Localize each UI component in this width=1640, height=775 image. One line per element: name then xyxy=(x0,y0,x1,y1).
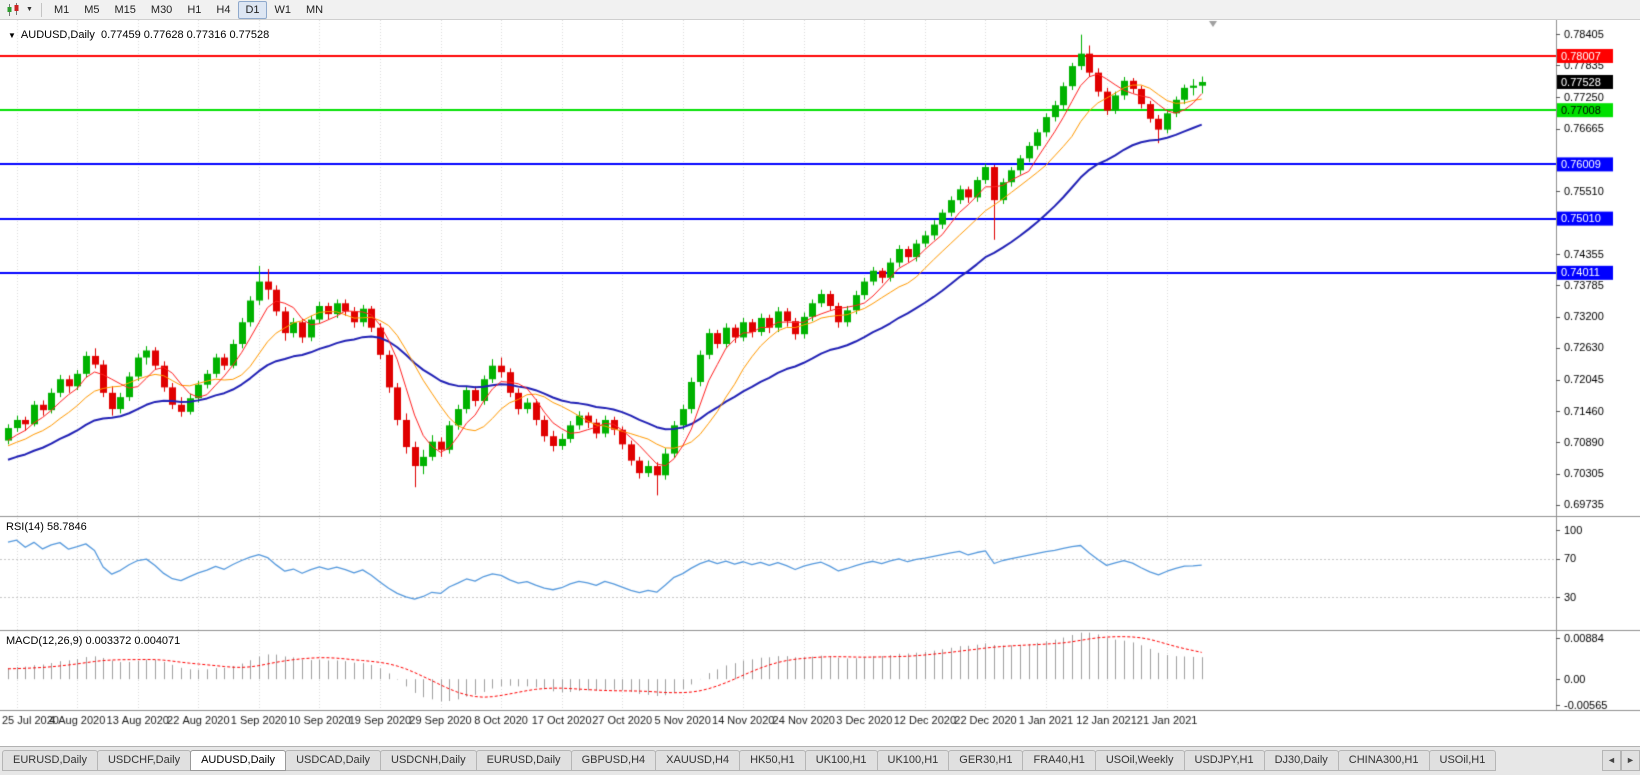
price-chart-canvas[interactable] xyxy=(0,20,1640,746)
chart-tab-uk100-h1[interactable]: UK100,H1 xyxy=(804,750,878,771)
candlestick-icon xyxy=(7,2,19,16)
timeframe-button-w1[interactable]: W1 xyxy=(274,3,292,16)
chart-title: ▼ AUDUSD,Daily 0.77459 0.77628 0.77316 0… xyxy=(8,29,269,41)
timeframe-button-m15[interactable]: M15 xyxy=(114,3,136,16)
chart-tab-usoil-weekly[interactable]: USOil,Weekly xyxy=(1094,750,1185,771)
chart-tab-dj30-daily[interactable]: DJ30,Daily xyxy=(1263,750,1339,771)
chart-tab-uk100-h1[interactable]: UK100,H1 xyxy=(876,750,950,771)
toolbar-separator xyxy=(40,2,42,17)
chart-tab-usdjpy-h1[interactable]: USDJPY,H1 xyxy=(1183,750,1265,771)
chart-tab-hk50-h1[interactable]: HK50,H1 xyxy=(739,750,806,771)
chart-type-dropdown-icon[interactable]: ▼ xyxy=(26,6,33,13)
timeframe-button-mn[interactable]: MN xyxy=(306,3,324,16)
chart-tab-ger30-h1[interactable]: GER30,H1 xyxy=(948,750,1024,771)
timeframe-button-group: M1 M5 M15 M30 H1 H4 D1 W1 MN xyxy=(47,0,330,19)
chart-tab-usdcnh-daily[interactable]: USDCNH,Daily xyxy=(380,750,477,771)
tab-scroll-buttons: ◄ ► xyxy=(1602,750,1640,771)
chart-tab-china300-h1[interactable]: CHINA300,H1 xyxy=(1337,750,1430,771)
chart-tab-eurusd-daily[interactable]: EURUSD,Daily xyxy=(2,750,98,771)
timeframe-button-h4[interactable]: H4 xyxy=(216,3,231,16)
tab-scroll-right-icon[interactable]: ► xyxy=(1621,750,1640,771)
chart-area: ▼ AUDUSD,Daily 0.77459 0.77628 0.77316 0… xyxy=(0,20,1640,746)
chart-title-text: AUDUSD,Daily 0.77459 0.77628 0.77316 0.7… xyxy=(20,29,270,41)
chart-tab-audusd-daily[interactable]: AUDUSD,Daily xyxy=(190,750,287,771)
chart-tab-xauusd-h4[interactable]: XAUUSD,H4 xyxy=(655,750,741,771)
timeframe-button-d1[interactable]: D1 xyxy=(238,0,267,19)
chart-tabs: EURUSD,Daily USDCHF,Daily AUDUSD,Daily USDC… xyxy=(2,750,1602,771)
chart-type-icon[interactable] xyxy=(4,2,23,18)
chart-tab-bar: EURUSD,Daily USDCHF,Daily AUDUSD,Daily USDC… xyxy=(0,746,1640,775)
chart-tab-gbpusd-h4[interactable]: GBPUSD,H4 xyxy=(570,750,657,771)
macd-indicator-label: MACD(12,26,9) 0.003372 0.004071 xyxy=(6,635,181,647)
timeframe-button-m30[interactable]: M30 xyxy=(150,3,173,16)
chart-tab-usoil-h1[interactable]: USOil,H1 xyxy=(1428,750,1497,771)
chart-tab-usdcad-daily[interactable]: USDCAD,Daily xyxy=(285,750,382,771)
timeframe-button-h1[interactable]: H1 xyxy=(187,3,202,16)
chart-title-dropdown-icon[interactable]: ▼ xyxy=(8,30,16,40)
chart-tab-eurusd-daily[interactable]: EURUSD,Daily xyxy=(475,750,572,771)
tab-scroll-left-icon[interactable]: ◄ xyxy=(1602,750,1621,771)
chart-tab-fra40-h1[interactable]: FRA40,H1 xyxy=(1022,750,1096,771)
toolbar: ▼ M1 M5 M15 M30 H1 H4 D1 W1 MN xyxy=(0,0,1640,20)
timeframe-button-m1[interactable]: M1 xyxy=(53,3,70,16)
chart-tab-usdchf-daily[interactable]: USDCHF,Daily xyxy=(96,750,192,771)
timeframe-button-m5[interactable]: M5 xyxy=(84,3,100,16)
rsi-indicator-label: RSI(14) 58.7846 xyxy=(6,521,87,533)
